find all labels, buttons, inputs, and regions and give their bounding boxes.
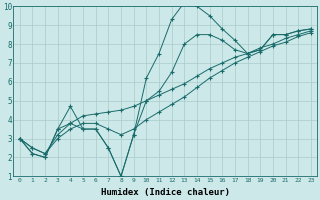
X-axis label: Humidex (Indice chaleur): Humidex (Indice chaleur) [101,188,230,197]
